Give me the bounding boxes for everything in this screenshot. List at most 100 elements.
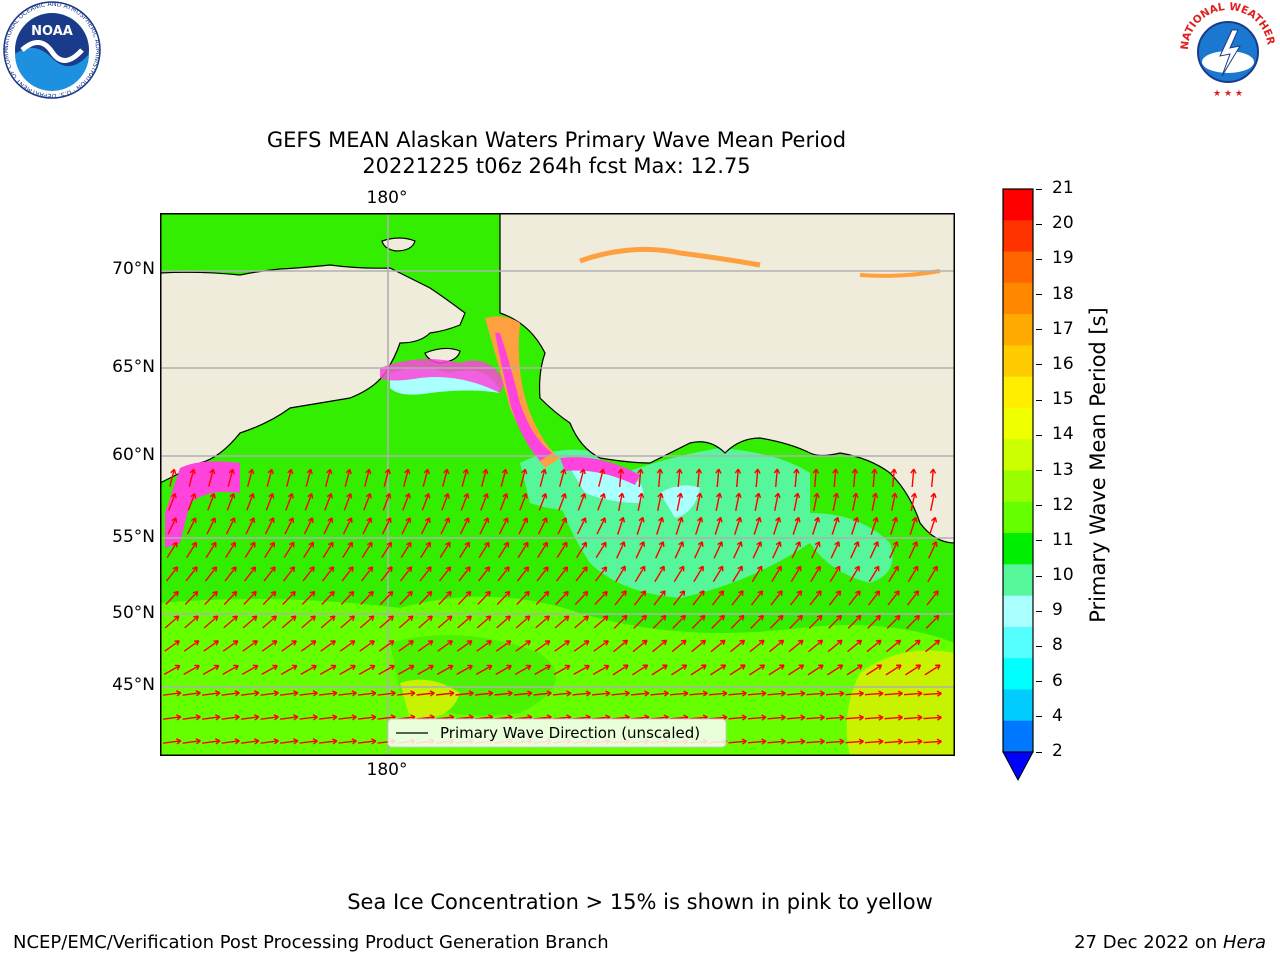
wave-arrow — [637, 468, 644, 488]
wave-arrow — [749, 639, 765, 653]
wave-arrow — [831, 516, 840, 535]
wave-arrow — [747, 714, 767, 721]
colorbar-tick-label: 10 — [1052, 565, 1074, 586]
wave-arrow — [828, 614, 842, 629]
colorbar-tick-mark — [1036, 223, 1042, 225]
wave-arrow — [282, 590, 296, 605]
wave-arrow — [202, 690, 221, 697]
wave-arrow — [886, 639, 902, 653]
wave-arrow — [884, 738, 903, 745]
wave-arrow — [729, 664, 746, 676]
wave-arrow — [864, 714, 884, 721]
wave-arrow — [845, 690, 864, 697]
sea-ice-arctic-fringe — [579, 246, 761, 268]
wave-arrow — [383, 468, 391, 487]
wave-arrow — [520, 468, 528, 487]
wave-arrow — [910, 468, 917, 488]
wave-arrow — [286, 468, 294, 487]
footer-date-text: 27 Dec 2022 on — [1074, 932, 1223, 953]
lat-label-45: 45°N — [112, 675, 155, 695]
wave-arrow — [184, 615, 199, 629]
wave-arrow — [202, 664, 220, 676]
wave-arrow — [341, 566, 354, 582]
svg-text:NOAA: NOAA — [31, 24, 73, 39]
wave-arrow — [437, 615, 453, 629]
wave-arrow — [867, 614, 881, 629]
wave-arrow — [864, 690, 884, 697]
wave-arrow — [186, 517, 197, 535]
wave-arrow — [903, 690, 923, 697]
wave-arrow — [827, 639, 843, 653]
colorbar-label-box: Primary Wave Mean Period [s] — [1068, 307, 1128, 680]
wave-arrow — [321, 590, 335, 605]
wave-arrow — [225, 541, 236, 558]
colorbar-tick-label: 8 — [1052, 635, 1063, 656]
wave-arrow — [364, 468, 372, 487]
wave-arrow — [676, 468, 683, 488]
colorbar-tick-label: 14 — [1052, 424, 1074, 445]
wave-arrow — [692, 590, 705, 606]
wave-arrow — [261, 640, 278, 652]
wave-arrow — [577, 493, 587, 511]
wave-arrow — [184, 590, 199, 605]
wave-arrow — [653, 590, 666, 606]
wave-arrow — [708, 690, 728, 697]
wave-arrow — [242, 640, 258, 652]
wave-arrow — [806, 714, 825, 721]
wave-arrow — [771, 565, 782, 583]
wave-arrow — [304, 493, 314, 511]
wave-arrow — [363, 493, 372, 511]
colorbar-tick-mark — [1036, 575, 1042, 577]
wave-arrow — [461, 468, 469, 487]
wave-arrow — [750, 614, 764, 629]
wave-arrow — [791, 541, 801, 559]
wave-arrow — [499, 493, 509, 511]
wave-arrow — [612, 664, 629, 676]
colorbar-tick-label: 2 — [1052, 741, 1063, 761]
wave-arrow — [617, 516, 626, 535]
wave-arrow — [496, 590, 511, 605]
wave-arrow — [206, 517, 217, 535]
wave-arrow — [790, 565, 802, 583]
wave-arrow — [793, 468, 800, 488]
wave-arrow — [809, 590, 822, 606]
colorbar-tick-mark — [1036, 434, 1042, 436]
wave-arrow — [343, 493, 353, 511]
noaa-logo: NATIONAL OCEANIC AND ATMOSPHERIC ADMINIS… — [0, 0, 101, 99]
wave-arrow — [735, 492, 742, 511]
wave-arrow — [789, 614, 803, 629]
colorbar-tick-label: 21 — [1052, 178, 1074, 198]
wave-arrow — [774, 492, 781, 511]
wave-arrow — [850, 541, 860, 559]
wave-arrow — [554, 640, 570, 652]
wave-arrow — [302, 566, 315, 582]
wave-arrow — [635, 541, 645, 559]
wave-arrow — [813, 492, 820, 511]
wave-arrow — [632, 664, 649, 676]
wave-arrow — [768, 664, 785, 676]
wave-arrow — [573, 664, 590, 676]
wave-arrow — [886, 614, 901, 629]
wave-arrow — [183, 640, 200, 652]
colorbar-tick-mark — [1036, 470, 1042, 471]
wave-arrow — [906, 614, 920, 629]
wave-arrow — [734, 468, 742, 488]
wave-arrow — [281, 640, 297, 652]
wave-arrow — [319, 738, 338, 745]
wave-arrow — [691, 639, 707, 653]
colorbar-segment — [1003, 189, 1033, 221]
wave-arrow — [165, 566, 179, 582]
wave-arrow — [241, 714, 260, 721]
lon-label-bottom: 180° — [366, 760, 408, 780]
wave-arrow — [514, 690, 533, 697]
wave-arrow — [516, 590, 530, 605]
wave-arrow — [923, 738, 942, 745]
wave-arrow — [651, 664, 668, 676]
wave-arrow — [164, 615, 180, 629]
colorbar-segment — [1003, 220, 1033, 253]
wave-arrow — [845, 738, 864, 745]
wave-arrow — [613, 614, 628, 629]
wave-arrow — [494, 690, 513, 697]
wave-arrow — [573, 640, 590, 652]
wave-arrow — [203, 615, 219, 629]
